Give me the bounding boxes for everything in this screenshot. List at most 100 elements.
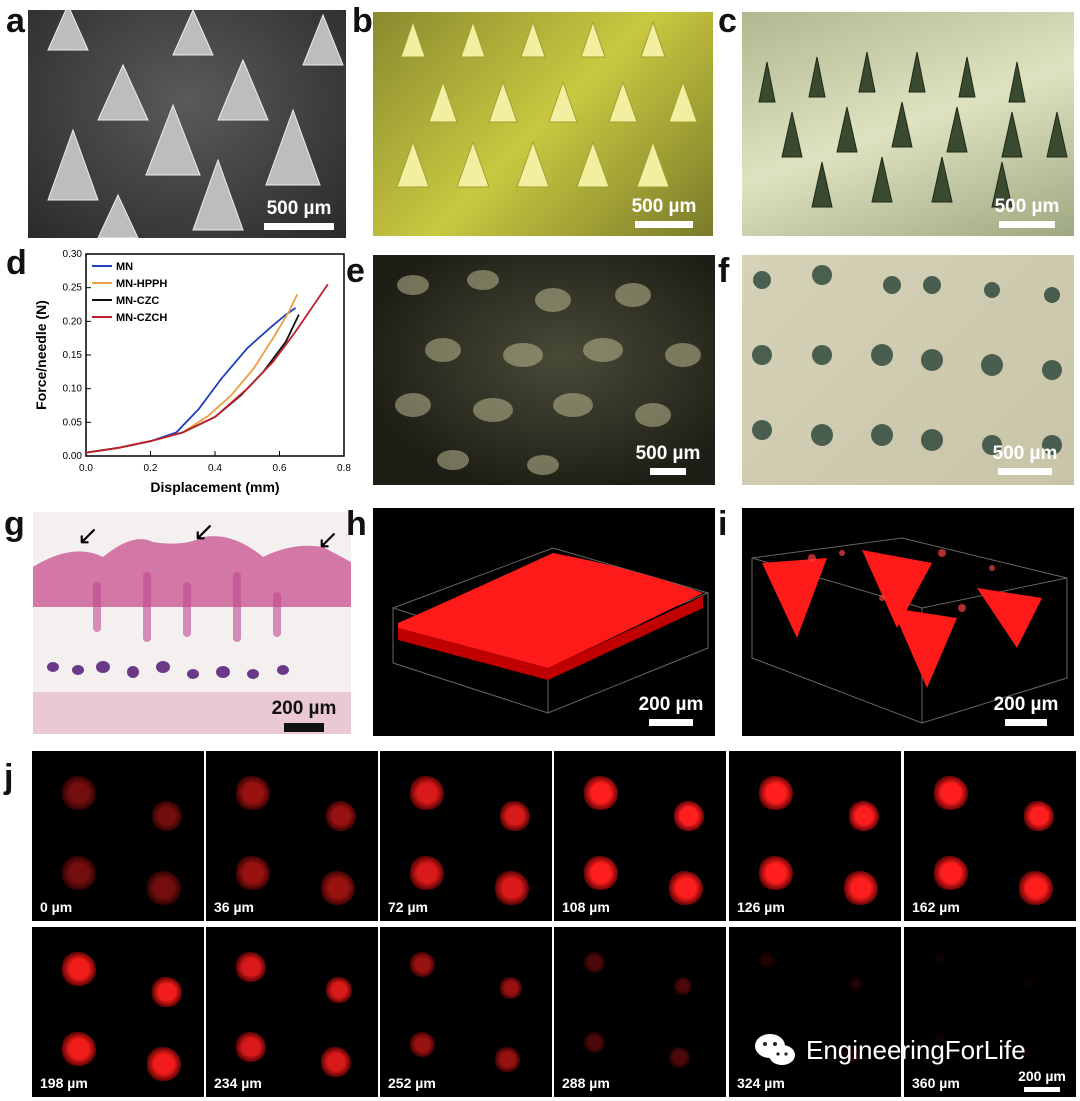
fluorescence-spot xyxy=(147,1047,181,1081)
scale-label: 500 µm xyxy=(994,196,1060,217)
fluorescence-spot xyxy=(844,1047,861,1064)
fluorescence-spot xyxy=(495,1047,521,1073)
depth-label: 252 µm xyxy=(388,1075,436,1091)
fluorescence-spot xyxy=(759,776,793,810)
fluorescence-spot xyxy=(674,801,704,831)
watermark: EngineeringForLife xyxy=(752,1030,1026,1070)
fluorescence-spot xyxy=(236,952,266,982)
depth-label: 36 µm xyxy=(214,899,254,915)
depth-label: 0 µm xyxy=(40,899,73,915)
scale-label: 500 µm xyxy=(266,198,332,219)
fluorescence-spot xyxy=(321,871,355,905)
scale-bar-e: 500 µm xyxy=(625,443,711,475)
fluorescence-spot xyxy=(584,1032,605,1053)
fluorescence-spot xyxy=(934,952,946,964)
fluorescence-spot xyxy=(500,977,523,1000)
microneedle-array-yellow xyxy=(396,20,698,188)
fluorescence-spot xyxy=(62,856,96,890)
panel-label-a: a xyxy=(6,2,25,40)
fluorescence-spot xyxy=(410,952,436,978)
panel-h-confocal-3d: 200 µm xyxy=(373,508,715,736)
depth-slice-tile: 126 µm xyxy=(729,751,901,921)
arrow-icon: ↙ xyxy=(77,520,99,550)
panel-label-j: j xyxy=(4,758,14,796)
panel-a-sem-image: 500 µm xyxy=(28,10,346,238)
panel-g-histology-image: ↙ ↙ ↙ 200 µm xyxy=(33,512,351,734)
depth-label: 288 µm xyxy=(562,1075,610,1091)
panel-label-i: i xyxy=(718,505,728,543)
scale-label: 500 µm xyxy=(992,443,1058,464)
panel-f-skin-image: 500 µm xyxy=(742,255,1074,485)
fluorescence-spot xyxy=(236,776,270,810)
fluorescence-spot xyxy=(849,801,879,831)
fluorescence-spot xyxy=(236,856,270,890)
arrow-icon: ↙ xyxy=(317,524,339,554)
fluorescence-spot xyxy=(326,977,353,1004)
fluorescence-spot xyxy=(62,776,96,810)
fluorescence-spot xyxy=(669,871,703,905)
fluorescence-spot xyxy=(674,977,693,996)
fluorescence-spot xyxy=(152,801,182,831)
depth-label: 162 µm xyxy=(912,899,960,915)
x-tick-label: 0.6 xyxy=(273,463,287,474)
panel-b-optical-image: 500 µm xyxy=(373,12,713,236)
panel-label-g: g xyxy=(4,505,25,543)
x-tick-label: 0.4 xyxy=(208,463,222,474)
panel-c-optical-image: 500 µm xyxy=(742,12,1074,236)
fluorescence-spot xyxy=(1024,977,1035,988)
fluorescence-spot xyxy=(1024,801,1054,831)
fluorescence-spot xyxy=(934,776,968,810)
depth-label: 72 µm xyxy=(388,899,428,915)
depth-slice-tile: 108 µm xyxy=(554,751,726,921)
depth-label: 360 µm xyxy=(912,1075,960,1091)
scale-label: 500 µm xyxy=(635,443,701,464)
depth-label: 108 µm xyxy=(562,899,610,915)
scale-bar-b: 500 µm xyxy=(623,196,705,228)
panel-label-b: b xyxy=(352,2,373,40)
fluorescence-spot xyxy=(849,977,864,992)
fluorescence-spot xyxy=(584,952,605,973)
fluorescence-spot xyxy=(410,776,444,810)
y-tick-label: 0.20 xyxy=(63,316,83,327)
fluorescence-spot xyxy=(62,952,96,986)
scale-bar-j: 200 µm xyxy=(1012,1068,1072,1092)
fluorescence-spot xyxy=(152,977,182,1007)
panel-label-e: e xyxy=(346,252,365,290)
fluorescence-spot xyxy=(495,871,529,905)
scale-label: 200 µm xyxy=(638,694,704,715)
fluorescence-spot xyxy=(62,1032,96,1066)
scale-label: 200 µm xyxy=(271,698,337,719)
y-tick-label: 0.25 xyxy=(63,283,83,294)
fluorescence-spot xyxy=(410,1032,436,1058)
series-line-mn-czch xyxy=(85,283,329,454)
arrow-icon: ↙ xyxy=(193,516,215,546)
fluorescence-spot xyxy=(321,1047,351,1077)
scale-label: 200 µm xyxy=(993,694,1059,715)
fluorescence-spot xyxy=(759,856,793,890)
legend-label: MN-HPPH xyxy=(116,278,167,290)
panel-i-confocal-3d: 200 µm xyxy=(742,508,1074,736)
fluorescence-spot xyxy=(584,776,618,810)
fluorescence-spot xyxy=(500,801,530,831)
x-tick-label: 0.8 xyxy=(337,463,351,474)
fluorescence-spot xyxy=(844,871,878,905)
depth-slice-tile: 324 µm xyxy=(729,927,901,1097)
depth-slice-tile: 36 µm xyxy=(206,751,378,921)
force-displacement-chart: 0.0 0.2 0.4 0.6 0.8 0.00 0.05 0.10 0.15 0.20 0.25 0… xyxy=(33,249,351,495)
fluorescence-spot xyxy=(147,871,181,905)
x-tick-label: 0.2 xyxy=(144,463,158,474)
x-tick-label: 0.0 xyxy=(79,463,93,474)
watermark-text: EngineeringForLife xyxy=(806,1034,1026,1065)
y-axis-label: Force/needle (N) xyxy=(33,300,49,410)
fluorescence-volume-flat xyxy=(391,547,710,714)
fluorescence-volume-cones xyxy=(751,537,1068,724)
fluorescence-spot xyxy=(410,856,444,890)
microneedle-array-green xyxy=(758,51,1068,208)
fluorescence-spot xyxy=(1019,871,1053,905)
y-tick-label: 0.10 xyxy=(63,384,83,395)
scale-bar-c: 500 µm xyxy=(986,196,1068,228)
panel-e-skin-image: 500 µm xyxy=(373,255,715,485)
depth-label: 234 µm xyxy=(214,1075,262,1091)
panel-label-c: c xyxy=(718,2,737,40)
depth-slice-tile: 72 µm xyxy=(380,751,552,921)
